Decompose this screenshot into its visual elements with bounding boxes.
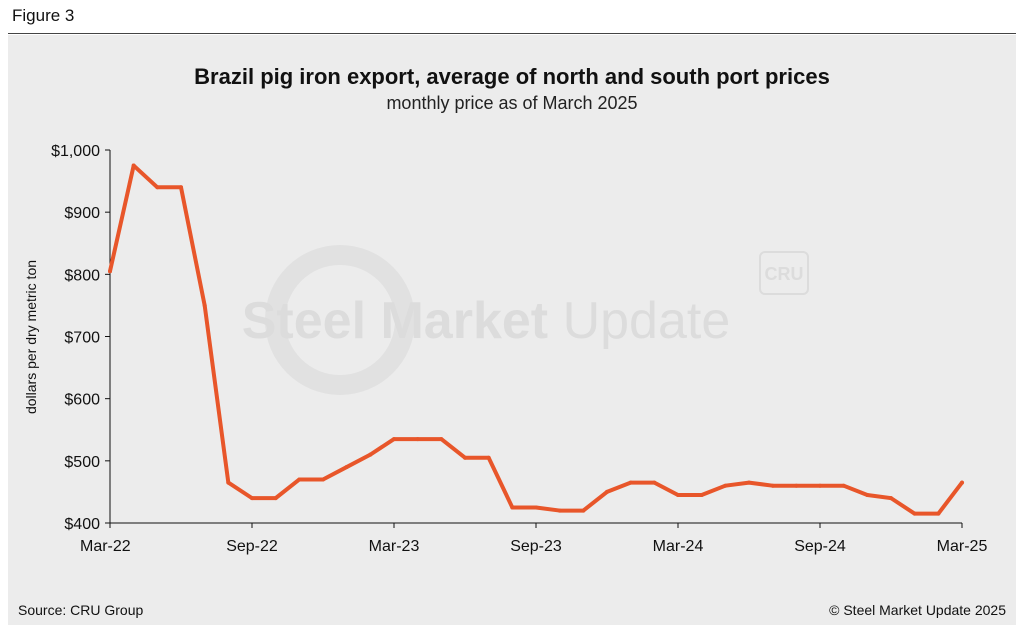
- watermark-text-light: Update: [563, 292, 731, 350]
- data-point: [463, 455, 467, 460]
- copyright-note: © Steel Market Update 2025: [829, 602, 1006, 618]
- data-point: [297, 477, 302, 482]
- y-tick-label: $900: [64, 205, 100, 222]
- data-point: [439, 437, 444, 442]
- chart-subtitle: monthly price as of March 2025: [386, 93, 638, 113]
- data-point: [960, 480, 964, 485]
- x-axis-ticks: Mar-22 Sep-22 Mar-23 Sep-23 Mar-24 Sep-24 Mar-…: [80, 523, 987, 555]
- source-note: Source: CRU Group: [18, 602, 144, 618]
- data-point: [628, 480, 633, 485]
- x-tick-label: Mar-25: [937, 538, 988, 555]
- watermark-text-bold: Steel Market: [242, 292, 548, 350]
- figure-label: Figure 3: [12, 6, 75, 25]
- y-axis-label: dollars per dry metric ton: [23, 260, 39, 414]
- data-point: [605, 489, 609, 494]
- data-point: [841, 483, 846, 488]
- data-point: [699, 493, 704, 498]
- watermark-circle-inner: [285, 265, 395, 375]
- data-point: [936, 511, 941, 516]
- y-tick-label: $800: [64, 267, 100, 284]
- x-tick-label: Sep-23: [510, 538, 562, 555]
- data-point: [747, 480, 751, 485]
- data-point: [534, 505, 538, 510]
- y-tick-label: $500: [64, 454, 100, 471]
- data-point: [415, 437, 420, 442]
- data-point: [652, 480, 657, 485]
- data-point: [794, 483, 799, 488]
- chart-title: Brazil pig iron export, average of north…: [194, 64, 830, 89]
- watermark-text: Steel Market Update: [242, 292, 731, 350]
- data-point: [770, 483, 775, 488]
- data-point: [131, 163, 136, 168]
- x-tick-label: Mar-22: [80, 538, 131, 555]
- data-point: [273, 496, 278, 501]
- y-tick-label: $400: [64, 516, 100, 533]
- data-point: [202, 303, 207, 308]
- data-point: [368, 452, 373, 457]
- x-tick-label: Sep-24: [794, 538, 846, 555]
- watermark: Steel Market Update CRU: [242, 245, 809, 395]
- y-tick-label: $1,000: [51, 143, 100, 160]
- x-tick-label: Sep-22: [226, 538, 278, 555]
- data-point: [557, 508, 562, 513]
- data-point: [865, 493, 870, 498]
- y-tick-label: $600: [64, 392, 100, 409]
- chart-panel: [8, 35, 1016, 625]
- watermark-logo: CRU: [765, 264, 804, 284]
- data-point: [344, 465, 349, 470]
- data-point: [510, 505, 515, 510]
- data-point: [392, 437, 396, 442]
- watermark-logo-box: [759, 251, 809, 295]
- data-point: [889, 496, 893, 501]
- x-tick-label: Mar-24: [653, 538, 704, 555]
- data-point: [818, 483, 822, 488]
- data-point: [250, 496, 254, 501]
- data-point: [581, 508, 586, 513]
- data-point: [321, 477, 325, 482]
- data-point: [486, 455, 491, 460]
- data-point: [108, 269, 112, 274]
- data-point: [912, 511, 917, 516]
- data-point: [226, 480, 231, 485]
- y-axis-ticks: $400 $500 $600 $700 $800 $900 $1,000: [51, 143, 110, 533]
- data-point: [155, 185, 160, 190]
- data-point: [723, 483, 728, 488]
- y-tick-label: $700: [64, 330, 100, 347]
- top-rule: [8, 33, 1016, 34]
- data-point: [676, 493, 680, 498]
- data-point: [179, 185, 183, 190]
- series-points: [108, 163, 964, 516]
- x-tick-label: Mar-23: [369, 538, 420, 555]
